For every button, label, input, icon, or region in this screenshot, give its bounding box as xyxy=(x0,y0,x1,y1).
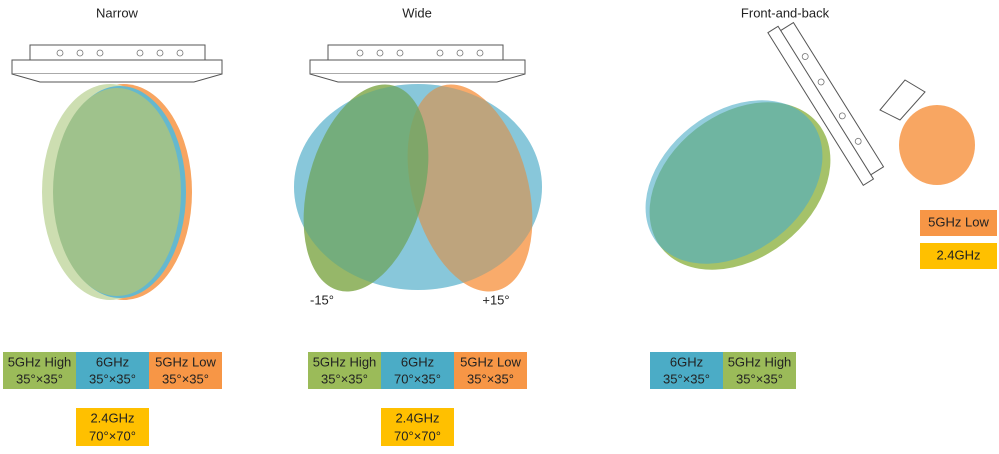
box-spec: 35°×35° xyxy=(467,371,514,386)
box-spec: 70°×70° xyxy=(394,428,441,443)
panel-title: Narrow xyxy=(96,5,139,20)
band-box: 5GHz High 35°×35° xyxy=(723,352,796,389)
box-label: 6GHz xyxy=(96,354,129,369)
angle-label: +15° xyxy=(482,292,509,307)
box-spec: 35°×35° xyxy=(16,371,63,386)
box-spec: 35°×35° xyxy=(663,371,710,386)
band-box: 6GHz 35°×35° xyxy=(76,352,149,389)
wide-pattern xyxy=(294,84,542,292)
box-label: 5GHz High xyxy=(8,354,72,369)
band-box: 2.4GHz 70°×70° xyxy=(76,408,149,446)
panel-title: Wide xyxy=(402,5,432,20)
box-spec: 70°×70° xyxy=(89,428,136,443)
box-spec: 35°×35° xyxy=(736,371,783,386)
box-label: 5GHz Low xyxy=(928,214,989,229)
device xyxy=(11,44,223,83)
box-label: 5GHz High xyxy=(728,354,792,369)
angle-label: -15° xyxy=(310,292,334,307)
band-box: 5GHz Low 35°×35° xyxy=(454,352,527,389)
band-box: 6GHz 35°×35° xyxy=(650,352,723,389)
band-box: 5GHz High 35°×35° xyxy=(308,352,381,389)
box-spec: 35°×35° xyxy=(321,371,368,386)
box-spec: 35°×35° xyxy=(162,371,209,386)
box-spec: 70°×35° xyxy=(394,371,441,386)
box-spec: 35°×35° xyxy=(89,371,136,386)
connector xyxy=(879,79,926,121)
narrow-pattern xyxy=(42,84,192,300)
band-box: 2.4GHz xyxy=(920,243,997,269)
band-box: 5GHz Low 35°×35° xyxy=(149,352,222,389)
box-label: 2.4GHz xyxy=(90,410,134,425)
device xyxy=(767,21,885,187)
band-box: 5GHz High 35°×35° xyxy=(3,352,76,389)
front-back-pattern xyxy=(645,100,975,270)
box-label: 5GHz Low xyxy=(155,354,216,369)
box-label: 2.4GHz xyxy=(936,247,980,262)
band-box: 6GHz 70°×35° xyxy=(381,352,454,389)
device xyxy=(309,44,526,83)
panel-title: Front-and-back xyxy=(741,5,830,20)
box-label: 5GHz Low xyxy=(460,354,521,369)
box-label: 6GHz xyxy=(670,354,703,369)
band-box: 2.4GHz 70°×70° xyxy=(381,408,454,446)
box-label: 5GHz High xyxy=(313,354,377,369)
box-label: 2.4GHz xyxy=(395,410,439,425)
band-box: 5GHz Low xyxy=(920,210,997,236)
box-label: 6GHz xyxy=(401,354,434,369)
